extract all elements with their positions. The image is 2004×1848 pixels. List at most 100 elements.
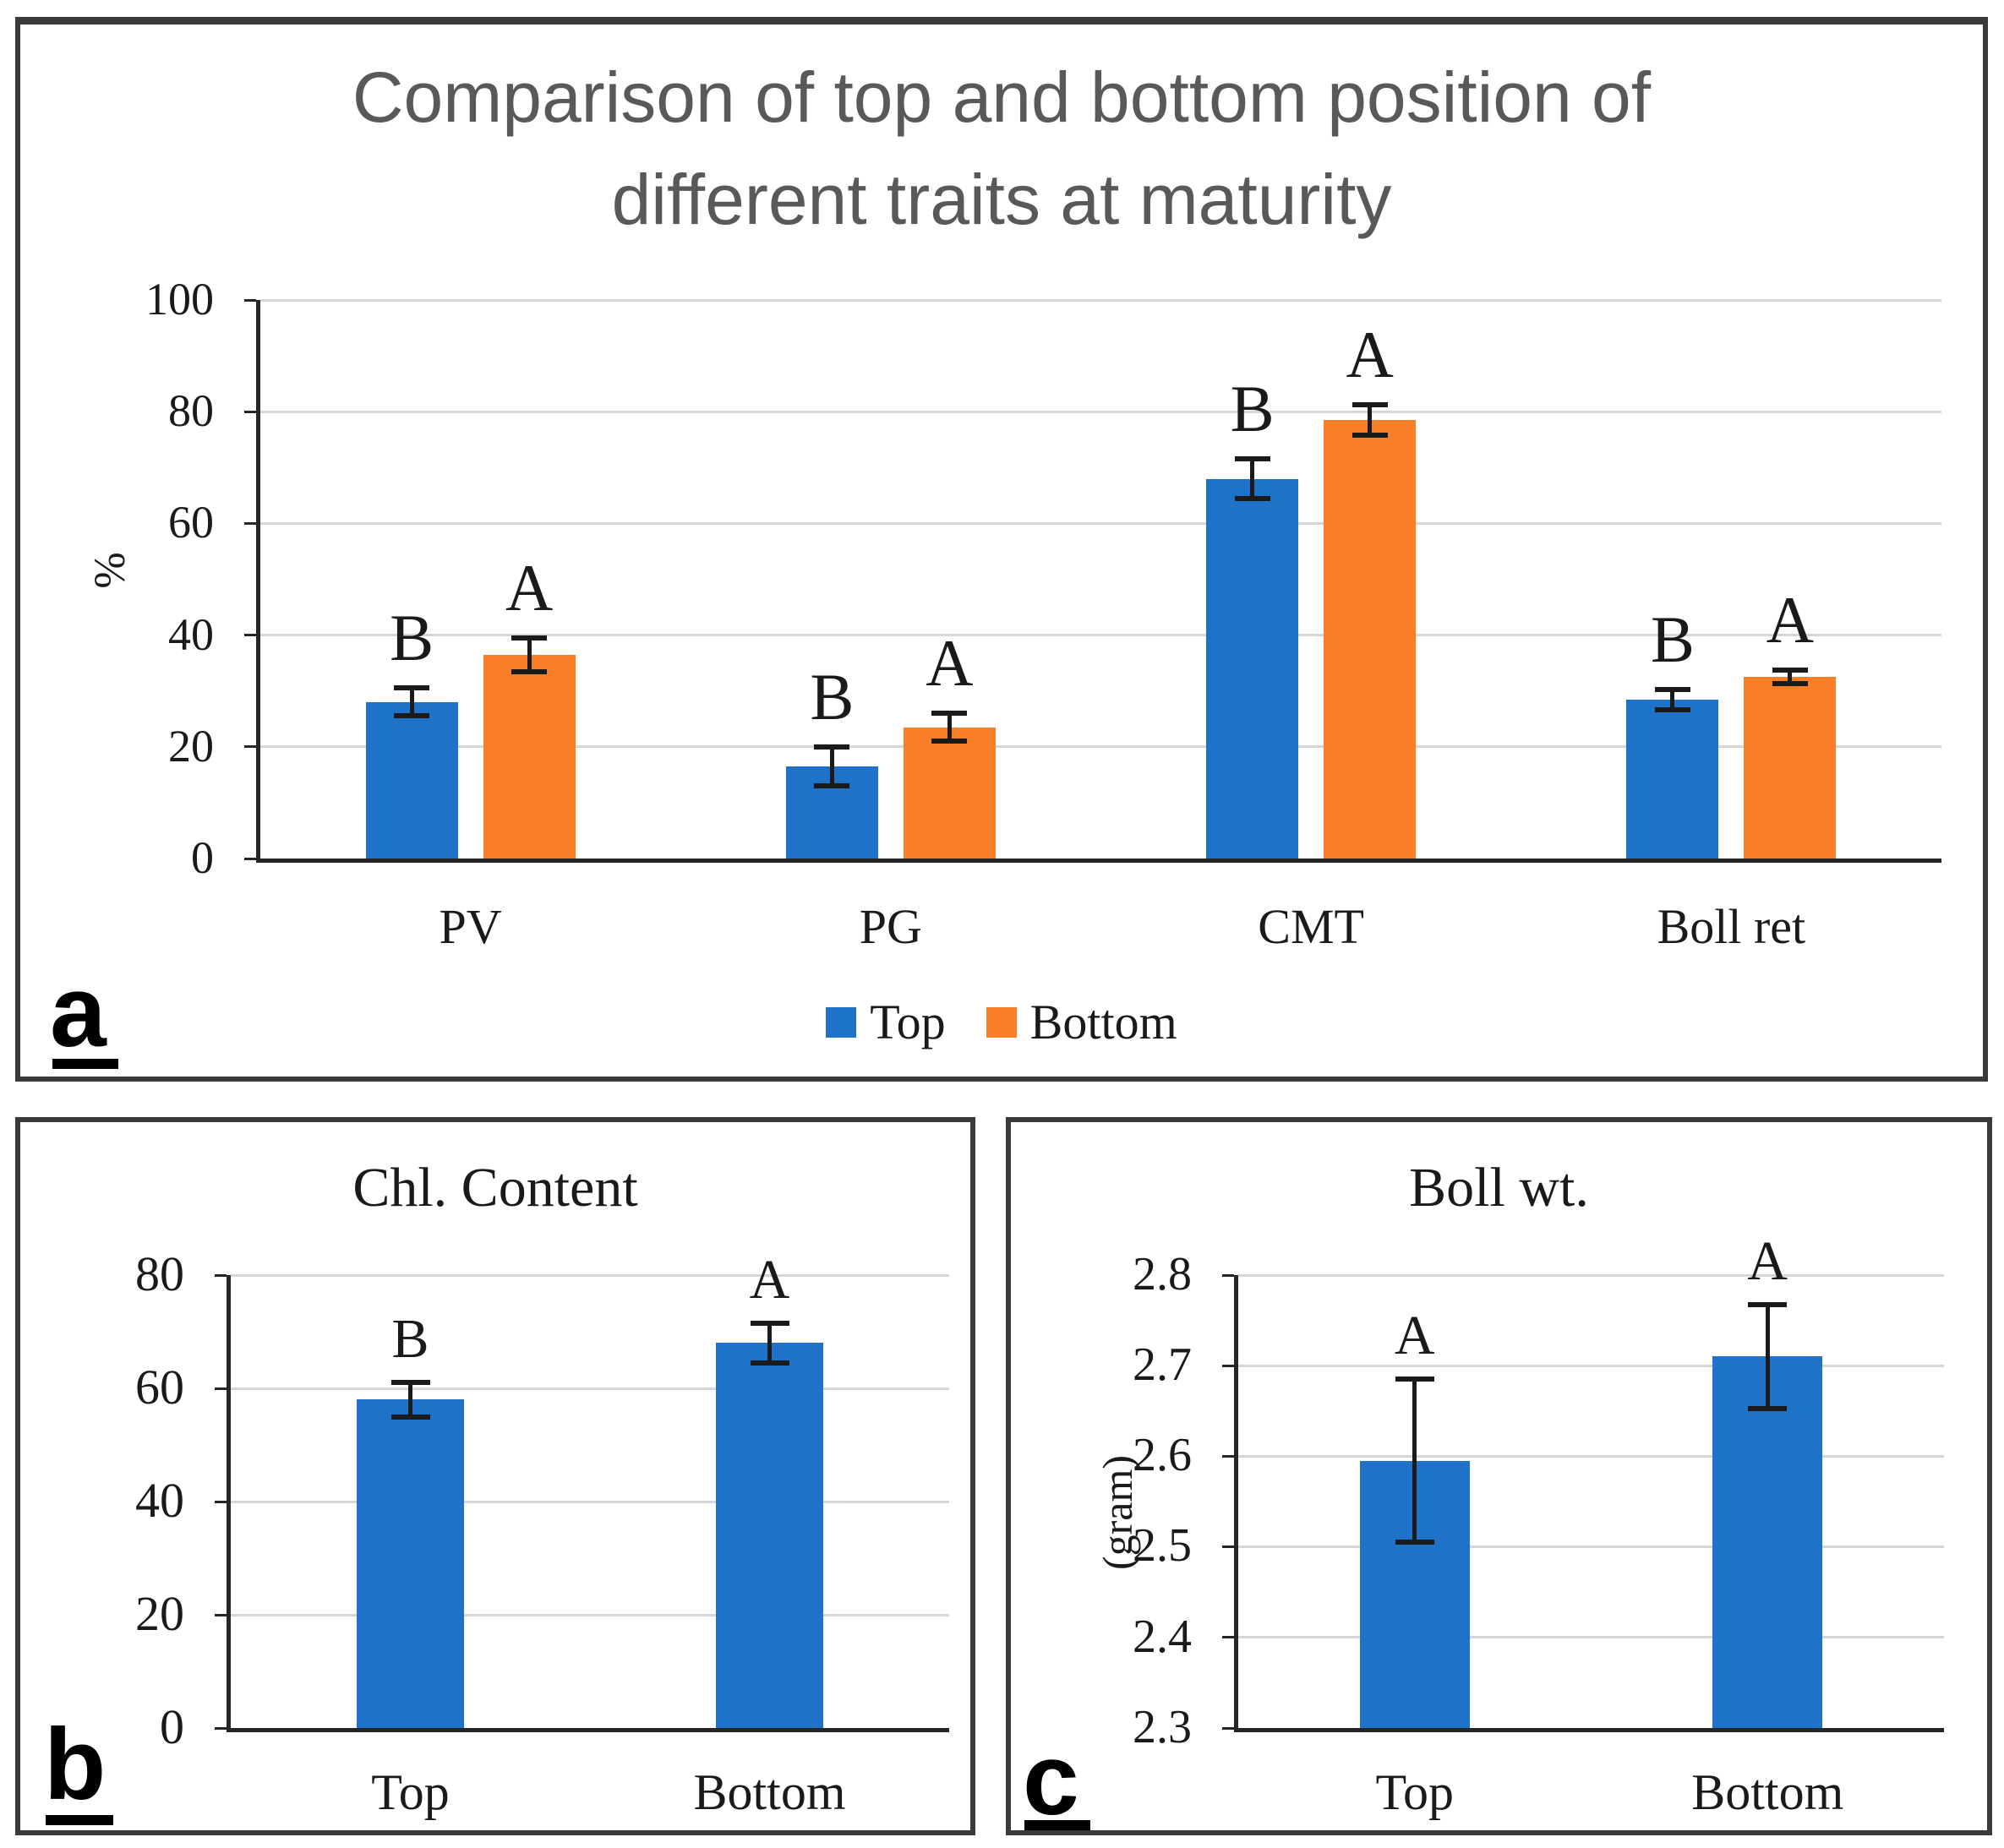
error-bar-cap-bottom [750,1360,789,1366]
category-label: Top [371,1764,450,1820]
category-label: Boll ret [1657,899,1806,954]
error-bar-cap-top [1395,1376,1434,1382]
panel-a-title-line2: different traits at maturity [611,159,1392,239]
error-bar-cap-top [931,711,968,717]
gridline [260,634,1941,637]
gridline [1238,1636,1944,1639]
panel-b: Chl. Content 0 20 40 60 80 Top B Bottom A b [15,1117,975,1835]
y-axis-tick [1222,1726,1234,1730]
error-bar-cap-top [750,1320,789,1326]
sig-label: A [1766,583,1815,657]
error-bar-cap-bottom [1654,706,1690,712]
category-label: Bottom [1691,1764,1844,1820]
y-tick-label: 20 [135,1585,184,1641]
bar-top-pv [365,701,458,859]
y-tick-label: 40 [135,1472,184,1528]
sig-label: B [1230,372,1275,446]
bar-bottom-cmt [1324,420,1417,859]
error-bar [767,1322,772,1363]
error-bar [1788,670,1793,684]
bar-bottom-boll-ret [1744,677,1837,859]
y-axis-tick [215,1726,227,1730]
legend-item-top: Top [826,995,946,1049]
y-tick-label: 2.8 [1133,1247,1192,1300]
x-axis-line [256,859,1941,863]
sig-label: A [505,550,554,624]
panel-c: Boll wt. (gram) 2.3 2.4 2.5 2.6 2.7 2.8 Top A Bo… [1006,1117,1992,1835]
y-axis-tick [215,1500,227,1503]
x-axis-line [227,1728,949,1732]
y-axis-tick [215,1613,227,1616]
error-bar [527,637,532,672]
panel-a-letter: a [50,955,106,1068]
y-axis-tick [1222,1273,1234,1277]
error-bar-cap-top [1351,402,1388,408]
error-bar-cap-bottom [814,783,850,789]
sig-label: B [810,659,855,733]
y-axis-tick [215,1387,227,1390]
panel-c-title: Boll wt. [1409,1157,1589,1218]
y-tick-label: 2.7 [1133,1338,1192,1392]
panel-b-letter-underline [46,1815,113,1825]
legend: Top Bottom [20,998,1983,1047]
category-label: PG [859,899,922,954]
sig-label: B [391,1308,429,1371]
category-label: CMT [1258,899,1364,954]
legend-label: Top [870,995,946,1049]
error-bar-cap-top [1654,686,1690,692]
y-axis-tick [244,857,256,860]
panel-c-plot: 2.3 2.4 2.5 2.6 2.7 2.8 Top A Bottom A [1133,1234,1944,1818]
error-bar-cap-bottom [390,1414,430,1420]
error-bar [829,746,834,787]
y-tick-label: 0 [191,831,214,883]
y-tick-label: 20 [168,720,214,771]
y-axis-tick [244,634,256,637]
bar-chl-content-bottom [716,1343,823,1728]
bar-chl-content-top [357,1399,464,1728]
y-axis-tick [244,521,256,525]
error-bar-cap-bottom [394,713,430,719]
error-bar [1765,1305,1770,1409]
y-axis-line [256,300,260,859]
x-axis-line [1234,1728,1944,1732]
sig-label: A [1747,1230,1788,1293]
sig-label: A [1346,318,1394,392]
error-bar-cap-bottom [1395,1540,1434,1545]
gridline [231,1387,949,1390]
error-bar [1250,459,1255,499]
y-tick-label: 2.6 [1133,1429,1192,1482]
gridline [260,298,1941,302]
panel-a-letter-underline [52,1059,118,1069]
error-bar [1412,1379,1417,1543]
y-tick-label: 2.5 [1133,1519,1192,1573]
bar-boll-wt--bottom [1712,1356,1823,1728]
gridline [231,1500,949,1503]
error-bar-cap-bottom [931,739,968,744]
panel-a-title-line1: Comparison of top and bottom position of [352,57,1652,137]
y-tick-label: 60 [135,1359,184,1415]
y-axis-tick [244,298,256,302]
category-label: PV [439,899,502,954]
gridline [1238,1545,1944,1549]
error-bar-cap-top [1772,668,1808,673]
legend-swatch-bottom [986,1007,1017,1038]
y-tick-label: 2.3 [1133,1700,1192,1753]
y-tick-label: 0 [160,1698,184,1754]
panel-c-letter-underline [1024,1820,1090,1830]
error-bar-cap-bottom [1234,495,1270,501]
bar-top-cmt [1206,478,1299,859]
error-bar-cap-bottom [511,668,548,674]
y-axis-tick [1222,1545,1234,1549]
y-tick-label: 40 [168,608,214,660]
y-axis-tick [1222,1364,1234,1367]
sig-label: B [1650,602,1695,676]
error-bar [947,713,952,742]
error-bar [408,1382,412,1417]
error-bar-cap-top [1234,456,1270,462]
panel-c-letter: c [1023,1723,1079,1836]
gridline [260,745,1941,749]
bar-top-boll-ret [1626,699,1719,859]
panel-a: Comparison of top and bottom position of… [15,17,1988,1082]
category-label: Bottom [693,1764,846,1820]
